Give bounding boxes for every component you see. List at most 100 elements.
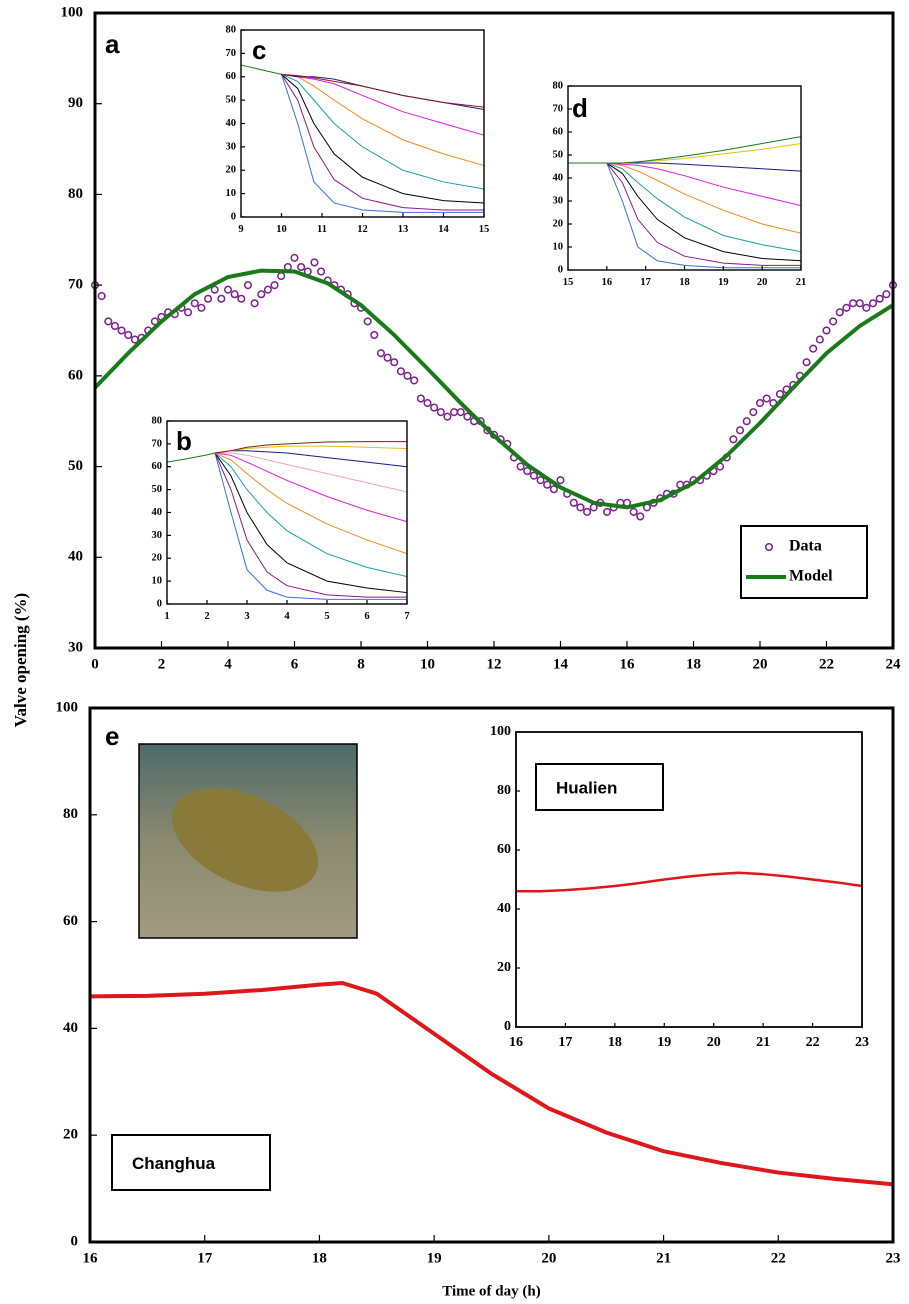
x-tick-label: 2 (158, 656, 166, 672)
data-point (423, 399, 432, 408)
data-point (456, 408, 465, 417)
data-point (463, 412, 472, 421)
y-tick-label: 90 (68, 95, 83, 111)
panel-letter: b (176, 426, 192, 456)
line (214, 452, 408, 594)
data-point (297, 262, 306, 272)
x-tick-label: 19 (657, 1035, 671, 1050)
y-tick-label: 80 (152, 415, 163, 426)
data-point (204, 294, 213, 303)
x-tick-label: 18 (679, 277, 690, 288)
y-tick-label: 40 (553, 172, 564, 183)
x-tick-label: 21 (796, 277, 807, 288)
plot-area (568, 86, 801, 270)
x-tick-label: 5 (324, 611, 329, 622)
y-tick-label: 50 (68, 458, 83, 474)
line (606, 136, 802, 164)
line (606, 162, 801, 266)
plot-area (241, 30, 484, 217)
y-tick-label: 80 (553, 80, 564, 91)
data-point (110, 321, 119, 331)
data-point (529, 471, 538, 480)
data-point (210, 285, 219, 294)
y-tick-label: 70 (68, 277, 83, 293)
line (166, 452, 216, 463)
y-tick-label: 10 (152, 576, 163, 587)
annotation: Changhua (132, 1154, 216, 1173)
data-point (543, 480, 552, 489)
data-point (536, 476, 545, 485)
x-tick-label: 21 (756, 1035, 770, 1050)
x-tick-label: 24 (886, 656, 902, 672)
x-tick-label: 2 (204, 611, 209, 622)
y-tick-label: 40 (497, 901, 511, 916)
x-tick-label: 14 (553, 656, 569, 672)
x-tick-label: 16 (509, 1035, 523, 1050)
x-tick-label: 0 (91, 656, 99, 672)
x-tick-label: 8 (357, 656, 365, 672)
x-tick-label: 18 (608, 1035, 622, 1050)
data-point (749, 408, 758, 417)
y-tick-label: 30 (553, 195, 564, 206)
line (281, 73, 485, 108)
annotation: Hualien (556, 778, 617, 797)
line (214, 452, 408, 578)
y-tick-label: 0 (558, 264, 563, 275)
shell (171, 788, 319, 892)
data-point (869, 299, 878, 308)
y-tick-label: 60 (152, 461, 163, 472)
data-point (516, 462, 525, 471)
line (281, 74, 485, 204)
x-tick-label: 15 (563, 277, 574, 288)
line (214, 452, 407, 598)
y-tick-label: 100 (490, 724, 511, 739)
data-point (556, 476, 565, 485)
data-point (376, 349, 386, 358)
x-tick-label: 4 (284, 611, 290, 622)
y-tick-label: 0 (231, 211, 236, 222)
data-point (802, 358, 811, 367)
data-point (603, 507, 612, 516)
data-point (104, 317, 113, 326)
data-point (150, 317, 159, 326)
x-tick-label: 15 (479, 224, 490, 235)
y-tick-label: 100 (56, 699, 79, 715)
data-point (317, 267, 326, 276)
y-tick-label: 50 (226, 95, 237, 106)
panel-letter: c (252, 35, 266, 65)
x-tick-label: 22 (771, 1250, 786, 1266)
x-tick-label: 4 (224, 656, 232, 672)
data-point (403, 371, 412, 380)
data-point (583, 507, 592, 516)
line (214, 452, 408, 555)
y-tick-label: 20 (226, 165, 237, 176)
y-tick-label: 30 (226, 141, 237, 152)
data-point (243, 281, 252, 290)
y-tick-label: 60 (497, 842, 511, 857)
y-tick-label: 10 (553, 241, 564, 252)
x-tick-label: 20 (753, 656, 768, 672)
legend-marker (764, 542, 774, 552)
x-tick-label: 10 (420, 656, 435, 672)
y-tick-label: 40 (152, 507, 163, 518)
x-tick-label: 20 (541, 1250, 556, 1266)
data-point (230, 290, 239, 299)
x-tick-label: 23 (855, 1035, 869, 1050)
y-tick-label: 70 (553, 103, 564, 114)
data-point (223, 285, 233, 294)
data-point (762, 394, 771, 403)
data-point (636, 512, 645, 521)
data-point (390, 358, 399, 367)
data-point (270, 281, 279, 290)
y-tick-label: 40 (68, 549, 83, 565)
data-point (410, 376, 419, 385)
data-point (97, 291, 106, 301)
y-tick-label: 30 (68, 639, 83, 655)
data-point (523, 467, 532, 476)
x-tick-label: 22 (806, 1035, 820, 1050)
legend: Data Model (740, 525, 868, 599)
line (215, 452, 408, 493)
data-point (370, 330, 379, 340)
y-tick-label: 60 (68, 367, 83, 383)
